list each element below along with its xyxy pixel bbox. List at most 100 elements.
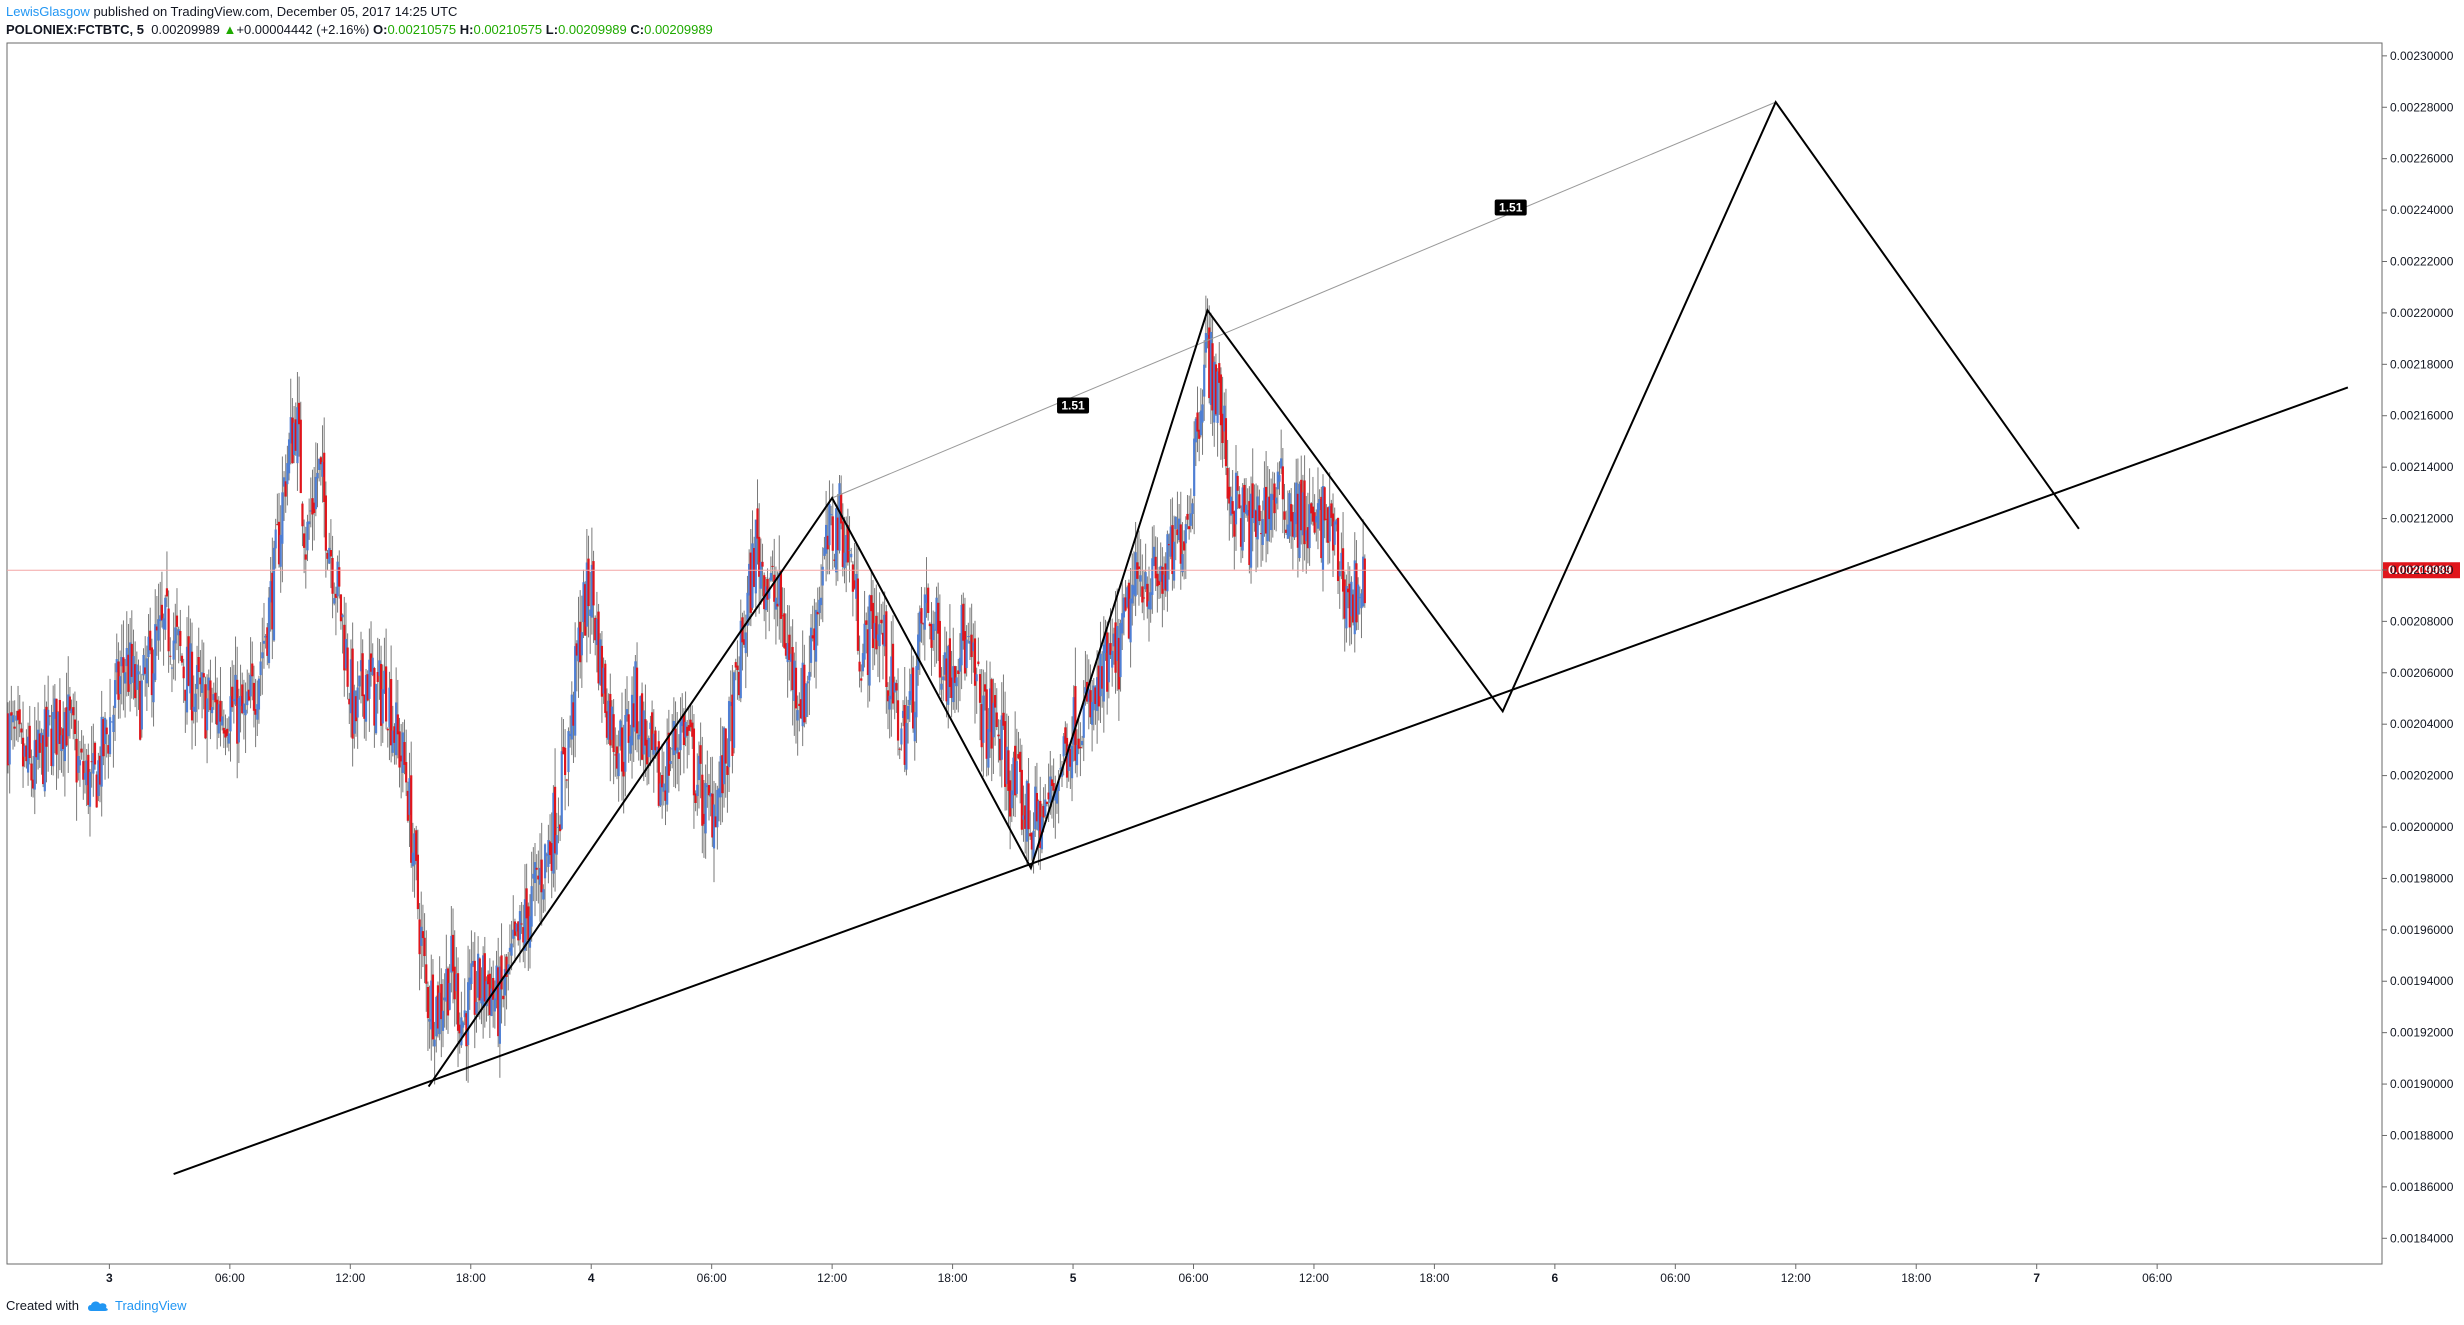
candle-body: [558, 824, 562, 832]
candle: [216, 677, 219, 750]
candle-body: [1363, 558, 1366, 604]
candle-body: [595, 618, 599, 646]
candle-body: [112, 714, 115, 732]
candle: [157, 583, 160, 660]
candle: [75, 700, 78, 821]
candle: [1112, 627, 1115, 665]
candle: [1004, 691, 1007, 811]
candle-body: [1055, 789, 1059, 804]
candle-body: [1112, 633, 1115, 647]
ratio-label[interactable]: 1.51: [1494, 199, 1527, 216]
candle-body: [1075, 744, 1079, 766]
candle-body: [415, 830, 418, 861]
candle-body: [52, 712, 55, 767]
candle-body: [391, 730, 394, 753]
candle-body: [1107, 643, 1110, 683]
candle: [975, 667, 978, 714]
candle: [373, 666, 376, 748]
candle: [895, 679, 898, 713]
candle: [595, 591, 599, 673]
candle: [1147, 566, 1151, 642]
candle: [363, 694, 366, 739]
candle-body: [103, 717, 107, 745]
candle-body: [385, 666, 388, 722]
candle: [395, 667, 398, 765]
candle-body: [142, 654, 145, 676]
candle: [527, 902, 530, 971]
candle-body: [159, 615, 162, 622]
candle-body: [1122, 597, 1125, 618]
candle-body: [793, 660, 796, 701]
candle-body: [997, 734, 1000, 737]
candle: [1174, 516, 1177, 561]
candle-body: [393, 726, 396, 743]
candle: [923, 587, 926, 661]
candle-body: [1002, 712, 1005, 726]
time-tick-label: 06:00: [2142, 1271, 2172, 1285]
candle-body: [1184, 524, 1187, 544]
candle-body: [753, 547, 756, 587]
time-tick-label: 3: [106, 1271, 113, 1285]
candle: [952, 627, 955, 710]
candle-body: [189, 643, 192, 694]
plot-area[interactable]: [6, 42, 2383, 1265]
candle-body: [851, 564, 854, 592]
candle: [189, 618, 192, 710]
candle-body: [279, 534, 282, 567]
ratio-label[interactable]: 1.51: [1057, 397, 1090, 414]
price-axis[interactable]: 0.001840000.001860000.001880000.00190000…: [2382, 49, 2454, 1245]
candle: [624, 688, 627, 797]
candle: [569, 715, 572, 748]
candle-body: [67, 694, 70, 737]
candle: [430, 954, 433, 1061]
candle: [379, 645, 383, 747]
candle-body: [1064, 727, 1067, 744]
price-tick-label: 0.00230000: [2390, 49, 2454, 63]
candle-body: [1219, 374, 1223, 426]
candle: [890, 621, 893, 737]
candle-body: [836, 517, 839, 551]
candle: [38, 720, 41, 768]
candle-body: [980, 704, 983, 748]
candle: [846, 508, 849, 566]
candle-body: [662, 783, 665, 792]
candle-body: [1094, 687, 1097, 704]
tradingview-link[interactable]: TradingView: [87, 1298, 187, 1313]
price-tick-label: 0.00202000: [2390, 769, 2454, 783]
candle-body: [199, 677, 202, 685]
candle: [204, 676, 207, 740]
candle: [175, 588, 179, 651]
projection-line[interactable]: [831, 101, 1776, 499]
candle-body: [1114, 622, 1117, 673]
candle-body: [640, 693, 644, 760]
candle-body: [523, 899, 527, 951]
zigzag-pattern[interactable]: [427, 100, 2080, 1088]
candle-body: [930, 624, 933, 648]
candle: [945, 631, 948, 718]
candle-body: [122, 657, 125, 673]
candle: [920, 586, 923, 643]
candle-body: [823, 547, 826, 556]
candle: [584, 581, 587, 636]
author-link[interactable]: LewisGlasgow: [6, 4, 90, 19]
candle: [329, 519, 332, 589]
candle: [1276, 462, 1279, 510]
candle-body: [493, 998, 496, 1012]
candle-body: [649, 722, 652, 730]
candle-body: [704, 783, 707, 834]
time-axis[interactable]: 3 06:00 12:00 18:00 4 06:00 12:00 18:00 5 06:00 12…: [106, 1264, 2172, 1285]
candle-body: [1325, 518, 1328, 520]
candle: [614, 727, 617, 777]
candle-body: [435, 997, 438, 1037]
candle: [1014, 711, 1017, 818]
candle: [1179, 491, 1182, 590]
candle: [202, 642, 205, 710]
candle: [1330, 499, 1333, 527]
candle: [266, 623, 269, 666]
candle-body: [1346, 588, 1350, 593]
candle: [816, 587, 819, 646]
candle: [754, 519, 757, 617]
support-trendline[interactable]: [173, 386, 2349, 1175]
time-tick-label: 12:00: [335, 1271, 365, 1285]
